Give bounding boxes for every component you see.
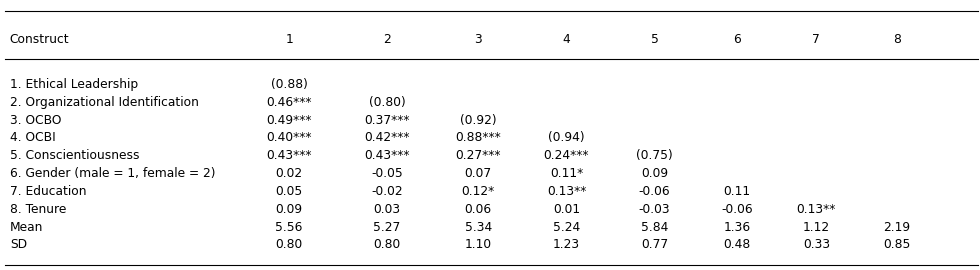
Text: 0.02: 0.02: [275, 167, 303, 180]
Text: 1.12: 1.12: [803, 221, 830, 234]
Text: 6. Gender (male = 1, female = 2): 6. Gender (male = 1, female = 2): [10, 167, 216, 180]
Text: -0.05: -0.05: [371, 167, 403, 180]
Text: 0.43***: 0.43***: [267, 149, 312, 162]
Text: 0.77: 0.77: [641, 238, 668, 251]
Text: 2. Organizational Identification: 2. Organizational Identification: [10, 96, 199, 109]
Text: 1.36: 1.36: [723, 221, 751, 234]
Text: Construct: Construct: [10, 33, 70, 46]
Text: 0.37***: 0.37***: [365, 114, 410, 127]
Text: 1.23: 1.23: [553, 238, 580, 251]
Text: Mean: Mean: [10, 221, 43, 234]
Text: 0.11*: 0.11*: [550, 167, 583, 180]
Text: 0.85: 0.85: [883, 238, 910, 251]
Text: 4. OCBI: 4. OCBI: [10, 131, 56, 144]
Text: -0.06: -0.06: [639, 185, 670, 198]
Text: 4: 4: [563, 33, 570, 46]
Text: 0.88***: 0.88***: [456, 131, 501, 144]
Text: 0.03: 0.03: [373, 203, 401, 216]
Text: 0.09: 0.09: [641, 167, 668, 180]
Text: 1: 1: [285, 33, 293, 46]
Text: 6: 6: [733, 33, 741, 46]
Text: 0.42***: 0.42***: [365, 131, 410, 144]
Text: 0.40***: 0.40***: [267, 131, 312, 144]
Text: 0.48: 0.48: [723, 238, 751, 251]
Text: (0.92): (0.92): [460, 114, 497, 127]
Text: 5.24: 5.24: [553, 221, 580, 234]
Text: 0.12*: 0.12*: [462, 185, 495, 198]
Text: 0.05: 0.05: [275, 185, 303, 198]
Text: 0.11: 0.11: [723, 185, 751, 198]
Text: 7: 7: [812, 33, 820, 46]
Text: 0.07: 0.07: [465, 167, 492, 180]
Text: 5.34: 5.34: [465, 221, 492, 234]
Text: -0.06: -0.06: [721, 203, 753, 216]
Text: 0.09: 0.09: [275, 203, 303, 216]
Text: 0.80: 0.80: [275, 238, 303, 251]
Text: 0.46***: 0.46***: [267, 96, 312, 109]
Text: 0.80: 0.80: [373, 238, 401, 251]
Text: 0.27***: 0.27***: [456, 149, 501, 162]
Text: 8: 8: [893, 33, 901, 46]
Text: 1. Ethical Leadership: 1. Ethical Leadership: [10, 78, 138, 91]
Text: 0.13**: 0.13**: [797, 203, 836, 216]
Text: 0.24***: 0.24***: [544, 149, 589, 162]
Text: 3. OCBO: 3. OCBO: [10, 114, 62, 127]
Text: 0.49***: 0.49***: [267, 114, 312, 127]
Text: 2: 2: [383, 33, 391, 46]
Text: 8. Tenure: 8. Tenure: [10, 203, 67, 216]
Text: 1.10: 1.10: [465, 238, 492, 251]
Text: (0.80): (0.80): [368, 96, 406, 109]
Text: 5: 5: [651, 33, 659, 46]
Text: (0.75): (0.75): [636, 149, 673, 162]
Text: -0.02: -0.02: [371, 185, 403, 198]
Text: 5.84: 5.84: [641, 221, 668, 234]
Text: SD: SD: [10, 238, 26, 251]
Text: 0.06: 0.06: [465, 203, 492, 216]
Text: 0.13**: 0.13**: [547, 185, 586, 198]
Text: 0.01: 0.01: [553, 203, 580, 216]
Text: 0.33: 0.33: [803, 238, 830, 251]
Text: (0.94): (0.94): [548, 131, 585, 144]
Text: -0.03: -0.03: [639, 203, 670, 216]
Text: (0.88): (0.88): [270, 78, 308, 91]
Text: 3: 3: [474, 33, 482, 46]
Text: 5. Conscientiousness: 5. Conscientiousness: [10, 149, 139, 162]
Text: 2.19: 2.19: [883, 221, 910, 234]
Text: 5.27: 5.27: [373, 221, 401, 234]
Text: 5.56: 5.56: [275, 221, 303, 234]
Text: 7. Education: 7. Education: [10, 185, 86, 198]
Text: 0.43***: 0.43***: [365, 149, 410, 162]
